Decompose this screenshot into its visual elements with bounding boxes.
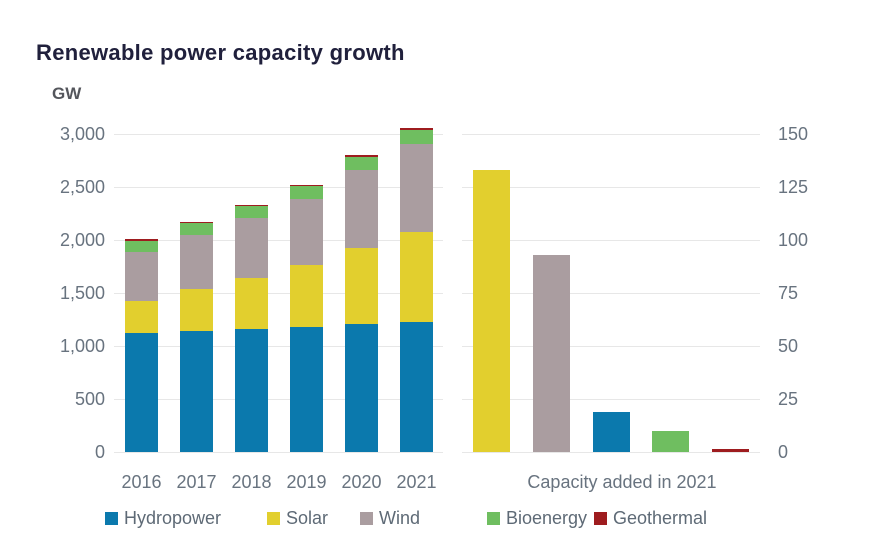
- bar-segment-geothermal: [290, 184, 323, 187]
- legend-item-wind: Wind: [360, 508, 420, 529]
- legend-item-hydropower: Hydropower: [105, 508, 221, 529]
- grid-line: [114, 187, 443, 188]
- bar-segment-wind: [235, 218, 268, 278]
- grid-line: [462, 452, 760, 453]
- bar-segment-hydropower: [345, 323, 378, 452]
- x-axis-label-2021: 2021: [396, 472, 437, 492]
- bar-segment-hydropower: [125, 332, 158, 452]
- bar-added-2021-wind: [533, 254, 570, 452]
- bar-segment-bioenergy: [235, 205, 268, 219]
- grid-line: [462, 293, 760, 294]
- legend: Hydropower Solar Wind Bioenergy Geothermal: [0, 508, 875, 534]
- legend-label-bioenergy: Bioenergy: [506, 508, 588, 528]
- y-axis-tick-label-right: 50: [778, 336, 799, 356]
- bar-segment-bioenergy: [290, 186, 323, 200]
- x-axis-label-2017: 2017: [176, 472, 217, 492]
- bar-segment-bioenergy: [400, 130, 433, 145]
- bar-segment-solar: [345, 247, 378, 324]
- x-axis-label-2019: 2019: [286, 472, 327, 492]
- legend-swatch-wind-icon: [360, 512, 373, 525]
- legend-label-wind: Wind: [379, 508, 421, 528]
- legend-label-solar: Solar: [286, 508, 329, 528]
- grid-line: [114, 134, 443, 135]
- legend-swatch-hydropower-icon: [105, 512, 118, 525]
- y-axis-tick-label-right: 100: [778, 230, 809, 250]
- legend-item-geothermal: Geothermal: [594, 508, 707, 529]
- y-axis-tick-label-right: 25: [778, 389, 799, 409]
- legend-item-solar: Solar: [267, 508, 328, 529]
- y-axis-tick-label-right: 75: [778, 283, 799, 303]
- bar-segment-hydropower: [290, 326, 323, 452]
- bar-segment-bioenergy: [125, 240, 158, 252]
- bar-added-2021-geothermal: [712, 448, 749, 452]
- x-axis-label-2018: 2018: [231, 472, 272, 492]
- bar-added-2021-solar: [473, 170, 510, 452]
- y-axis-tick-label-left: 2,000: [59, 230, 105, 250]
- grid-line: [462, 240, 760, 241]
- bar-segment-solar: [400, 231, 433, 322]
- legend-label-geothermal: Geothermal: [613, 508, 708, 528]
- bar-segment-solar: [180, 289, 213, 331]
- x-axis-label-2020: 2020: [341, 472, 382, 492]
- bar-segment-hydropower: [235, 329, 268, 452]
- legend-item-bioenergy: Bioenergy: [487, 508, 587, 529]
- bar-segment-wind: [180, 234, 213, 290]
- bar-segment-wind: [290, 199, 323, 266]
- grid-line: [114, 399, 443, 400]
- y-axis-tick-label-right: 125: [778, 177, 809, 197]
- grid-line: [114, 452, 443, 453]
- y-axis-tick-label-right: 0: [778, 442, 789, 462]
- grid-line: [114, 346, 443, 347]
- bar-segment-hydropower: [180, 330, 213, 452]
- bar-segment-geothermal: [125, 239, 158, 241]
- grid-line: [114, 240, 443, 241]
- plot-area-added-2021-bars: [462, 134, 760, 453]
- bar-segment-hydropower: [400, 321, 433, 452]
- bar-added-2021-hydropower: [593, 411, 630, 452]
- y-axis-tick-label-left: 2,500: [59, 177, 105, 197]
- y-axis-tick-label-left: 1,500: [59, 283, 105, 303]
- y-axis-tick-label-left: 500: [74, 389, 105, 409]
- grid-line: [462, 399, 760, 400]
- bar-segment-geothermal: [180, 221, 213, 224]
- bar-segment-wind: [345, 170, 378, 248]
- y-axis-tick-label-left: 1,000: [59, 336, 105, 356]
- legend-label-hydropower: Hydropower: [124, 508, 222, 528]
- grid-line: [462, 187, 760, 188]
- y-axis-tick-label-right: 150: [778, 124, 809, 144]
- bar-segment-bioenergy: [180, 223, 213, 235]
- bar-segment-bioenergy: [345, 157, 378, 171]
- bar-segment-wind: [400, 144, 433, 232]
- right-panel-title: Capacity added in 2021: [527, 472, 717, 492]
- y-axis-unit-label: GW: [52, 84, 82, 103]
- legend-swatch-geothermal-icon: [594, 512, 607, 525]
- bar-segment-solar: [125, 301, 158, 333]
- grid-line: [462, 134, 760, 135]
- chart-title: Renewable power capacity growth: [36, 40, 405, 65]
- x-axis-label-2016: 2016: [121, 472, 162, 492]
- bar-segment-geothermal: [400, 128, 433, 131]
- y-axis-tick-label-left: 3,000: [59, 124, 105, 144]
- bar-segment-solar: [235, 277, 268, 330]
- bar-segment-geothermal: [345, 155, 378, 158]
- legend-swatch-bioenergy-icon: [487, 512, 500, 525]
- plot-area-stacked-bars: [114, 128, 443, 453]
- bar-segment-solar: [290, 265, 323, 327]
- grid-line: [114, 293, 443, 294]
- y-axis-tick-label-left: 0: [94, 442, 105, 462]
- bar-segment-wind: [125, 251, 158, 302]
- bar-added-2021-bioenergy: [652, 430, 689, 452]
- grid-line: [462, 346, 760, 347]
- legend-swatch-solar-icon: [267, 512, 280, 525]
- bar-segment-geothermal: [235, 204, 268, 206]
